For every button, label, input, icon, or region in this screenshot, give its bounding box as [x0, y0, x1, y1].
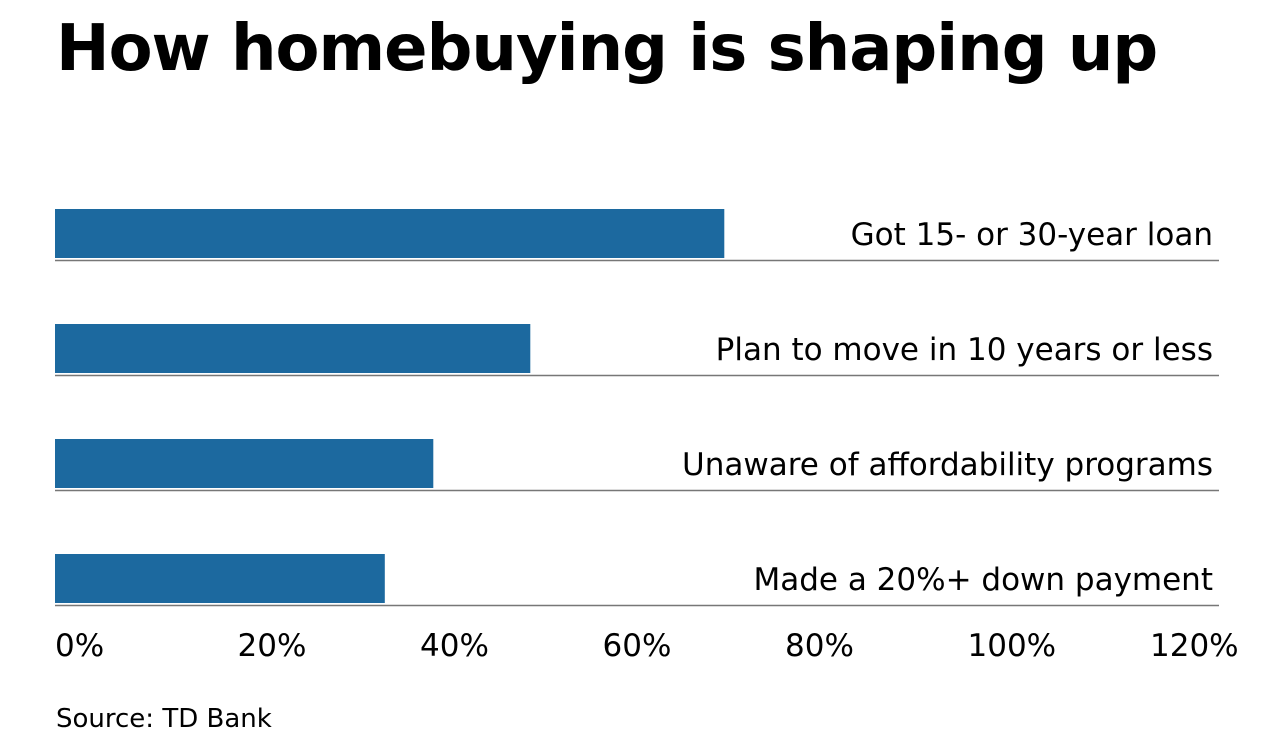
- x-tick-label: 60%: [603, 628, 672, 664]
- category-label: Plan to move in 10 years or less: [716, 332, 1213, 368]
- bar: [55, 439, 434, 488]
- x-tick-label: 40%: [420, 628, 489, 664]
- source-note: Source: TD Bank: [56, 704, 272, 734]
- bar: [55, 324, 531, 373]
- chart-title: How homebuying is shaping up: [56, 12, 1158, 86]
- bar: [55, 554, 385, 603]
- category-label: Unaware of affordability programs: [682, 447, 1213, 483]
- bar: [55, 209, 725, 258]
- category-label: Made a 20%+ down payment: [753, 562, 1213, 598]
- x-tick-label: 120%: [1150, 628, 1239, 664]
- category-label: Got 15- or 30-year loan: [851, 217, 1213, 253]
- x-tick-label: 20%: [238, 628, 307, 664]
- x-tick-label: 80%: [785, 628, 854, 664]
- x-tick-label: 100%: [968, 628, 1057, 664]
- x-tick-label: 0%: [55, 628, 104, 664]
